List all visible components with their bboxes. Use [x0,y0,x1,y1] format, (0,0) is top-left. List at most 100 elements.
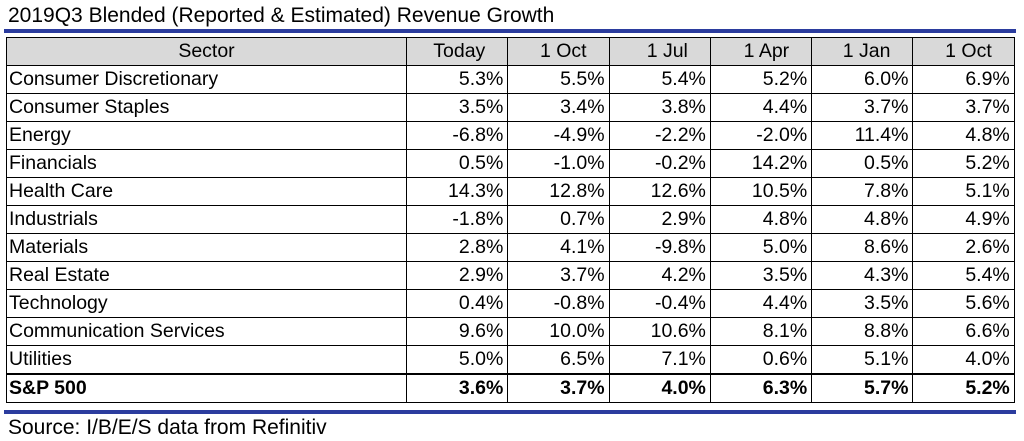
table-title: 2019Q3 Blended (Reported & Estimated) Re… [8,4,555,27]
value-cell: 5.4% [912,261,1015,290]
total-row: S&P 500 3.6% 3.7% 4.0% 6.3% 5.7% 5.2% [6,373,1015,403]
title-rule [4,29,1016,33]
value-cell: 4.8% [811,205,914,234]
sector-cell: Consumer Discretionary [6,65,407,94]
table-row: Industrials -1.8% 0.7% 2.9% 4.8% 4.8% 4.9% [6,205,1015,234]
value-cell: 6.3% [709,373,813,403]
table-row: Communication Services 9.6% 10.0% 10.6% 8.1%… [6,317,1015,346]
value-cell: 5.1% [811,345,914,375]
value-cell: 2.9% [405,261,509,290]
value-cell: 2.8% [405,233,509,262]
value-cell: 3.6% [405,373,509,403]
value-cell: -1.0% [507,149,610,178]
table-row: Materials 2.8% 4.1% -9.8% 5.0% 8.6% 2.6% [6,233,1015,262]
value-cell: 0.5% [405,149,509,178]
sector-cell: Communication Services [6,317,407,346]
value-cell: 3.8% [608,93,711,122]
value-cell: 3.7% [912,93,1015,122]
value-cell: 4.4% [709,93,813,122]
value-cell: -4.9% [507,121,610,150]
value-cell: 8.1% [709,317,813,346]
value-cell: 0.6% [709,345,813,375]
column-header-1-apr: 1 Apr [709,37,813,66]
value-cell: 4.0% [912,345,1015,375]
value-cell: 5.7% [811,373,914,403]
value-cell: -0.4% [608,289,711,318]
value-cell: 5.2% [709,65,813,94]
sector-cell: Technology [6,289,407,318]
column-header-1-oct-prior: 1 Oct [912,37,1015,66]
value-cell: 6.5% [507,345,610,375]
value-cell: 5.1% [912,177,1015,206]
sector-cell: Financials [6,149,407,178]
sector-cell: Industrials [6,205,407,234]
sector-cell: Consumer Staples [6,93,407,122]
column-header-1-jul: 1 Jul [608,37,711,66]
table-row: Financials 0.5% -1.0% -0.2% 14.2% 0.5% 5.2% [6,149,1015,178]
value-cell: 4.8% [912,121,1015,150]
value-cell: 14.3% [405,177,509,206]
value-cell: -1.8% [405,205,509,234]
value-cell: -0.8% [507,289,610,318]
sector-cell: S&P 500 [6,373,407,403]
value-cell: 5.6% [912,289,1015,318]
value-cell: 5.3% [405,65,509,94]
table-row: Utilities 5.0% 6.5% 7.1% 0.6% 5.1% 4.0% [6,345,1015,375]
table-row: Real Estate 2.9% 3.7% 4.2% 3.5% 4.3% 5.4% [6,261,1015,290]
table-row: Energy -6.8% -4.9% -2.2% -2.0% 11.4% 4.8% [6,121,1015,150]
value-cell: -0.2% [608,149,711,178]
source-rule [4,410,1016,414]
source-note: Source: I/B/E/S data from Refinitiv [8,416,327,439]
table-row: Consumer Discretionary 5.3% 5.5% 5.4% 5.2% 6.… [6,65,1015,94]
value-cell: 5.2% [912,149,1015,178]
table-row: Consumer Staples 3.5% 3.4% 3.8% 4.4% 3.7% 3.7% [6,93,1015,122]
value-cell: 7.1% [608,345,711,375]
value-cell: 4.4% [709,289,813,318]
table-body: Consumer Discretionary 5.3% 5.5% 5.4% 5.2% 6.… [6,65,1015,403]
value-cell: 3.7% [811,93,914,122]
value-cell: 6.9% [912,65,1015,94]
value-cell: -2.0% [709,121,813,150]
value-cell: 5.5% [507,65,610,94]
table-row: Health Care 14.3% 12.8% 12.6% 10.5% 7.8% 5.1% [6,177,1015,206]
value-cell: 3.5% [811,289,914,318]
value-cell: 4.0% [608,373,711,403]
value-cell: 3.7% [507,261,610,290]
value-cell: 14.2% [709,149,813,178]
sector-cell: Health Care [6,177,407,206]
value-cell: 5.0% [405,345,509,375]
value-cell: 3.4% [507,93,610,122]
value-cell: 4.9% [912,205,1015,234]
value-cell: 8.8% [811,317,914,346]
value-cell: 6.6% [912,317,1015,346]
column-header-1-jan: 1 Jan [811,37,914,66]
value-cell: 12.6% [608,177,711,206]
value-cell: 5.2% [912,373,1015,403]
value-cell: 4.2% [608,261,711,290]
value-cell: 4.3% [811,261,914,290]
column-header-sector: Sector [6,37,407,66]
value-cell: 7.8% [811,177,914,206]
value-cell: 3.5% [709,261,813,290]
value-cell: 4.8% [709,205,813,234]
table-row: Technology 0.4% -0.8% -0.4% 4.4% 3.5% 5.6% [6,289,1015,318]
sector-cell: Energy [6,121,407,150]
sector-cell: Materials [6,233,407,262]
value-cell: 11.4% [811,121,914,150]
value-cell: 12.8% [507,177,610,206]
value-cell: -6.8% [405,121,509,150]
value-cell: 10.6% [608,317,711,346]
value-cell: 3.7% [507,373,610,403]
value-cell: 8.6% [811,233,914,262]
value-cell: 4.1% [507,233,610,262]
value-cell: 0.5% [811,149,914,178]
value-cell: 0.4% [405,289,509,318]
value-cell: 10.0% [507,317,610,346]
revenue-growth-table: Sector Today 1 Oct 1 Jul 1 Apr 1 Jan 1 O… [6,37,1015,403]
header-row: Sector Today 1 Oct 1 Jul 1 Apr 1 Jan 1 O… [6,37,1015,66]
column-header-1-oct: 1 Oct [507,37,610,66]
sector-cell: Real Estate [6,261,407,290]
value-cell: -2.2% [608,121,711,150]
value-cell: 5.4% [608,65,711,94]
value-cell: 3.5% [405,93,509,122]
